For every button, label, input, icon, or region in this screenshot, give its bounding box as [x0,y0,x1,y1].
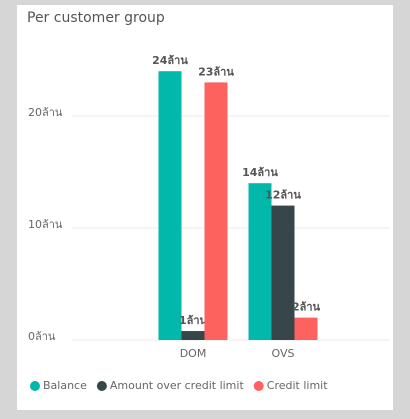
data-label: 24ล้าน [152,54,188,67]
data-label: 1ล้าน [179,314,208,327]
bar [181,331,205,340]
legend-label: Amount over credit limit [110,379,245,392]
legend-marker [253,381,264,391]
bar [248,183,272,340]
legend-marker [96,381,107,391]
y-tick-label: 10ล้าน [28,218,63,231]
x-tick-label: OVS [272,347,295,360]
data-label: 12ล้าน [265,189,301,202]
data-label: 14ล้าน [242,166,278,179]
legend-label: Balance [43,379,87,392]
data-label: 2ล้าน [292,301,321,314]
legend-label: Credit limit [267,379,328,392]
legend-marker [30,381,40,391]
bar [204,82,228,341]
data-label: 23ล้าน [198,65,234,78]
bar [294,317,318,340]
y-tick-label: 20ล้าน [28,106,63,119]
y-tick-label: 0ล้าน [28,330,56,343]
bar [158,71,182,340]
bar [271,205,295,340]
x-tick-label: DOM [180,347,207,360]
chart-title: Per customer group [27,10,165,26]
